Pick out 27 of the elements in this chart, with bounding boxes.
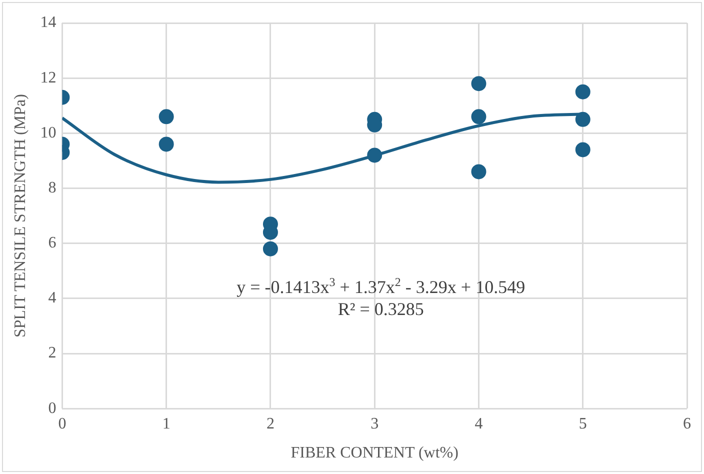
x-tick-label: 4 <box>474 415 483 432</box>
point <box>575 112 590 127</box>
x-tick-label: 3 <box>370 415 379 432</box>
point <box>471 109 486 124</box>
point <box>158 136 174 152</box>
point <box>367 148 382 163</box>
y-axis-title: SPLIT TENSILE STRENGTH (MPa) <box>12 94 29 338</box>
x-tick-label: 1 <box>162 415 170 432</box>
point <box>575 142 590 158</box>
point <box>262 241 278 256</box>
y-tick-label: 2 <box>48 344 56 362</box>
annotation: R² = 0.3285 <box>338 298 424 319</box>
y-tick-label: 12 <box>40 69 56 86</box>
point <box>471 76 486 92</box>
y-tick-label: 6 <box>48 234 56 252</box>
x-axis-title: FIBER CONTENT (wt%) <box>290 444 458 462</box>
y-tick-label: 8 <box>48 179 56 196</box>
y-tick-label: 0 <box>48 400 56 417</box>
x-tick-label: 2 <box>266 415 274 432</box>
x-tick-label: 5 <box>578 415 587 432</box>
y-tick-label: 10 <box>40 124 56 142</box>
point <box>575 84 590 100</box>
y-tick-label: 14 <box>40 14 56 32</box>
x-tick-label: 6 <box>683 415 691 432</box>
point <box>158 109 174 124</box>
point <box>471 164 486 180</box>
y-tick-label: 4 <box>48 290 56 307</box>
